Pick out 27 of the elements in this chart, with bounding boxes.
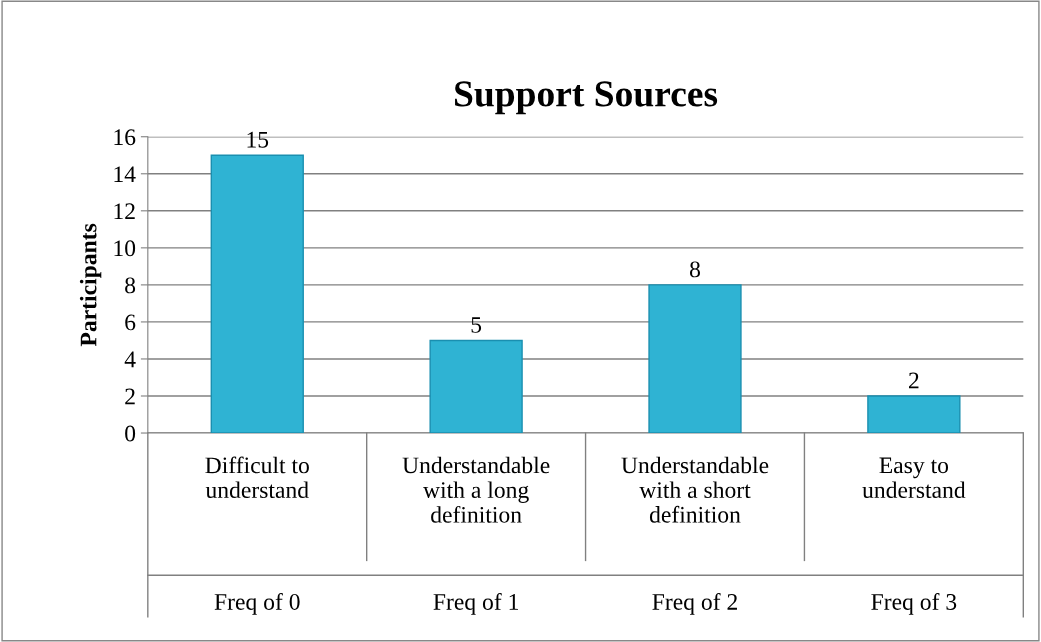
y-tick-label: 8 (125, 277, 136, 294)
text: Freq of 2 (652, 593, 737, 615)
text: Freq of 1 (433, 593, 518, 615)
x-tick-label: Easy to understand (862, 457, 966, 499)
text: Freq of 0 (214, 593, 300, 615)
y-tick-label: 0 (125, 425, 136, 442)
bar (210, 154, 304, 434)
x-tick-label: Understandable with a short definition (621, 456, 769, 523)
y-axis-title: Participants (79, 223, 102, 347)
y-tick-label: 14 (114, 166, 136, 182)
data-label: 8 (689, 261, 700, 278)
chart-title: Support Sources (455, 81, 718, 115)
data-label: 2 (909, 372, 919, 389)
bar (429, 339, 523, 434)
data-label: 5 (471, 317, 482, 333)
y-tick-label: 4 (124, 351, 136, 368)
y-tick-label: 2 (125, 388, 135, 405)
x-tick-label: Difficult to understand (205, 456, 309, 499)
y-tick-label: 12 (114, 203, 135, 220)
text: Freq of 3 (871, 593, 957, 615)
bar (648, 284, 742, 434)
bar (867, 395, 961, 434)
y-tick-label: 10 (114, 240, 136, 257)
data-label: 15 (247, 131, 269, 148)
y-tick-label: 6 (125, 314, 136, 331)
x-tick-label: Understandable with a long definition (402, 456, 550, 523)
y-tick-label: 16 (114, 129, 136, 146)
